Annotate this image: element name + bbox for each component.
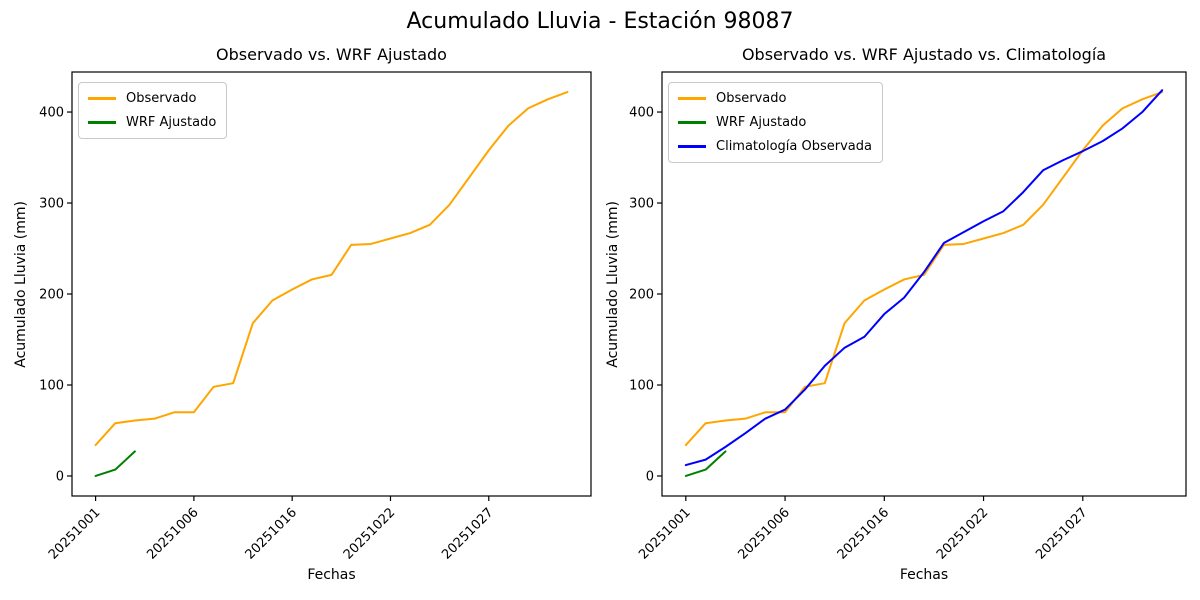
series-line-climatolog-a-observada [684,89,1164,467]
legend-line-climatologia-observada [678,145,706,148]
y-tick-label: 100 [629,378,654,393]
legend-item-wrf-ajustado: WRF Ajustado [678,114,872,131]
right-chart-title: Observado vs. WRF Ajustado vs. Climatolo… [741,45,1107,64]
x-tick-label: 20251006 [735,505,792,562]
left-chart-axes: 0 100 200 300 400 20251001 20251006 20251016 202… [39,71,592,563]
legend-item-climatologia-observada: Climatología Observada [678,138,872,155]
right-chart-legend: Observado WRF Ajustado Climatología Obse… [668,82,883,163]
x-tick-label: 20251001 [46,505,103,562]
y-tick-label: 400 [39,106,64,121]
legend-line-wrf-ajustado [678,121,706,124]
series-line-wrf-ajustado [94,450,136,477]
legend-item-observado: Observado [88,90,216,107]
y-tick-label: 300 [629,197,654,212]
left-chart-xlabel: Fechas [307,567,356,583]
legend-line-wrf-ajustado [88,121,116,124]
axes-frame [71,71,592,497]
legend-label-climatologia-observada: Climatología Observada [716,139,872,154]
x-tick-label: 20251001 [636,505,693,562]
legend-item-observado: Observado [678,90,872,107]
x-tick-label: 20251027 [1033,505,1090,562]
legend-line-observado [678,97,706,100]
left-chart-legend: Observado WRF Ajustado [78,82,228,139]
y-tick-label: 200 [39,288,64,303]
x-tick-label: 20251016 [243,505,300,562]
y-tick-label: 200 [629,288,654,303]
left-chart-title: Observado vs. WRF Ajustado [216,45,447,64]
y-tick-label: 100 [39,378,64,393]
x-tick-label: 20251016 [835,505,892,562]
legend-label-wrf-ajustado: WRF Ajustado [126,115,217,130]
x-tick-label: 20251022 [934,505,991,562]
series-line-wrf-ajustado [684,450,727,477]
legend-line-observado [88,97,116,100]
y-tick-label: 0 [56,469,64,484]
right-chart-xlabel: Fechas [899,567,949,583]
x-tick-label: 20251022 [341,505,398,562]
x-tick-label: 20251027 [439,505,496,562]
x-tick-label: 20251006 [144,505,201,562]
figure-suptitle: Acumulado Lluvia - Estación 98087 [406,9,794,34]
y-tick-label: 300 [39,197,64,212]
legend-item-wrf-ajustado: WRF Ajustado [88,114,216,131]
legend-label-observado: Observado [716,91,787,106]
axes-frame [661,71,1187,497]
y-tick-label: 0 [646,469,654,484]
y-tick-label: 400 [629,106,654,121]
legend-label-wrf-ajustado: WRF Ajustado [716,115,807,130]
series-line-observado [94,91,569,447]
legend-label-observado: Observado [126,91,197,106]
